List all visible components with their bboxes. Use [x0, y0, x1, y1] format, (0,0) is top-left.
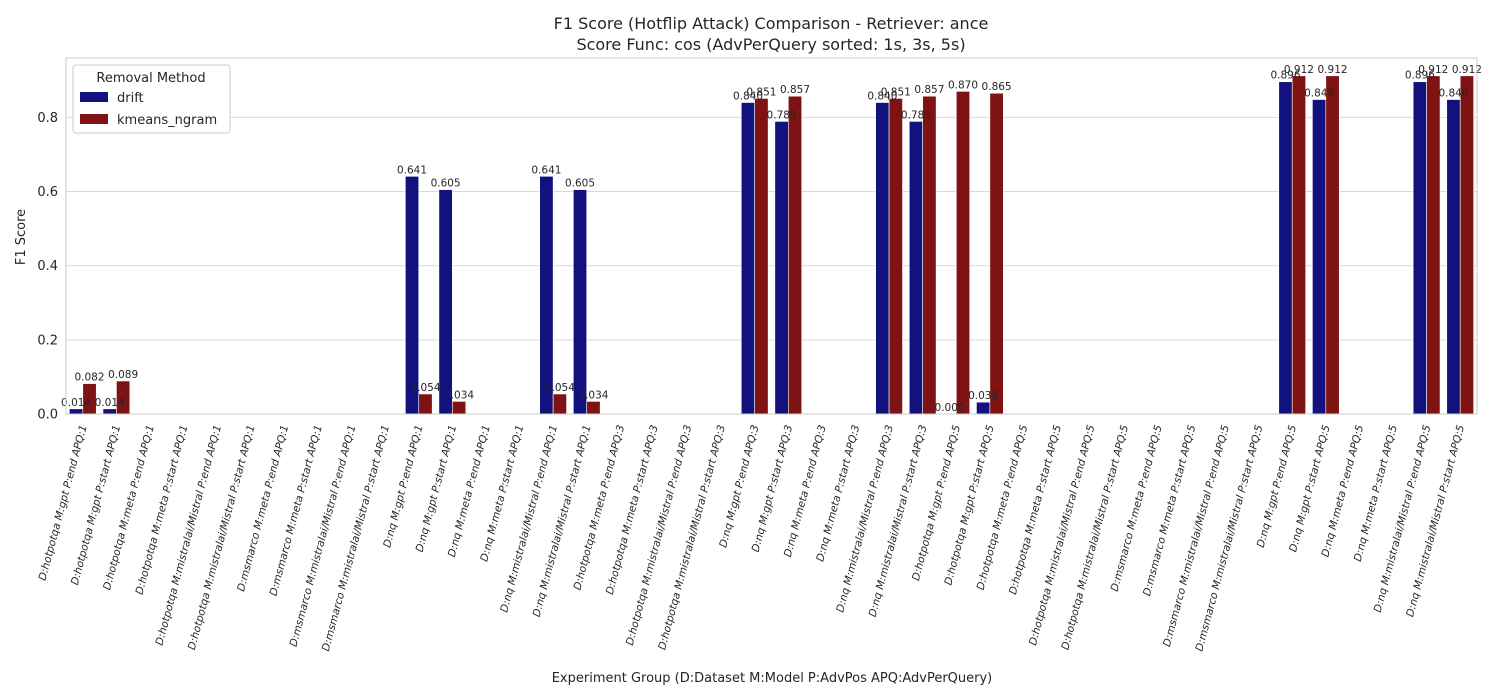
- bar-kmeans-ngram: [754, 98, 769, 415]
- x-axis-ticks: D:hotpotqa M:gpt P:end APQ:1D:hotpotqa M…: [37, 423, 1468, 652]
- data-label: 0.605: [431, 178, 461, 190]
- data-label: 0.896: [1405, 70, 1435, 82]
- bar-drift: [1446, 99, 1461, 415]
- bar-kmeans-ngram: [955, 91, 971, 415]
- data-label: 0.912: [1418, 64, 1448, 76]
- data-label: 0.912: [1284, 64, 1314, 76]
- bar-drift: [572, 189, 588, 415]
- bar-drift: [740, 102, 756, 415]
- chart-subtitle: Score Func: cos (AdvPerQuery sorted: 1s,…: [576, 35, 965, 54]
- data-label: 0.851: [746, 86, 776, 98]
- legend-title: Removal Method: [96, 71, 205, 86]
- x-axis-label: Experiment Group (D:Dataset M:Model P:Ad…: [552, 671, 993, 686]
- plot-frame: [65, 57, 1478, 415]
- data-label: 0.857: [914, 84, 944, 96]
- data-label: 0.851: [881, 86, 911, 98]
- data-label: 0.034: [578, 389, 608, 401]
- data-label: 0.032: [968, 390, 998, 402]
- data-label: 0.896: [1270, 70, 1300, 82]
- bar-drift: [539, 175, 554, 415]
- x-tick-label: D:msmarco M:mistralai/Mistral P:start AP…: [320, 424, 392, 653]
- data-label: 0.605: [565, 178, 595, 190]
- bar-kmeans-ngram: [922, 95, 937, 415]
- data-label: 0.641: [397, 164, 427, 176]
- bar-drift: [875, 102, 890, 415]
- bar-drift: [405, 175, 420, 415]
- data-label: 0.054: [410, 382, 440, 394]
- data-label: 0.840: [733, 91, 763, 103]
- legend-swatch-drift: [80, 92, 108, 102]
- bar-drift: [1278, 81, 1293, 415]
- x-tick-label: D:hotpotqa M:mistralai/Mistral P:start A…: [1059, 423, 1131, 651]
- bar-drift: [1412, 81, 1427, 415]
- x-tick-label: D:msmarco M:mistralai/Mistral P:start AP…: [1193, 423, 1265, 652]
- data-label: 0.054: [545, 382, 575, 394]
- bar-kmeans-ngram: [452, 401, 467, 415]
- bar-drift: [908, 121, 923, 415]
- x-tick-label: D:msmarco M:mistralai/Mistral P:end APQ:…: [288, 424, 359, 648]
- bar-drift: [976, 401, 991, 415]
- bar-kmeans-ngram: [586, 401, 601, 415]
- data-label: 0.789: [767, 109, 797, 121]
- bar-kmeans-ngram: [418, 393, 433, 415]
- y-tick-label: 0.8: [37, 111, 58, 126]
- bar-kmeans-ngram: [1325, 75, 1340, 415]
- x-tick-label: D:hotpotqa M:mistralai/Mistral P:start A…: [186, 424, 258, 652]
- bar-kmeans-ngram: [1426, 75, 1441, 415]
- data-label: 0.789: [901, 109, 931, 121]
- legend-swatch-kmeans-ngram: [80, 114, 108, 124]
- x-tick-label: D:hotpotqa M:mistralai/Mistral P:end APQ…: [154, 424, 225, 647]
- data-label: 0.034: [444, 389, 474, 401]
- legend-label-drift: drift: [117, 91, 144, 106]
- data-label: 0.870: [948, 79, 978, 91]
- y-tick-label: 0.0: [37, 408, 58, 423]
- data-label: 0.082: [74, 372, 104, 384]
- bar-drift: [438, 189, 453, 415]
- legend-label-kmeans-ngram: kmeans_ngram: [117, 113, 217, 128]
- x-tick-label: D:hotpotqa M:mistralai/Mistral P:start A…: [656, 424, 728, 652]
- data-label: 0.912: [1452, 64, 1482, 76]
- data-label: 0.000: [935, 402, 965, 414]
- chart-title: F1 Score (Hotflip Attack) Comparison - R…: [554, 14, 989, 33]
- y-tick-label: 0.6: [37, 185, 58, 200]
- data-labels: 0.014 0.082 0.014 0.089 0.641 0.054 0.605 0.034…: [61, 64, 1482, 414]
- y-tick-label: 0.2: [37, 333, 58, 348]
- y-tick-label: 0.4: [37, 259, 58, 274]
- gridlines: [66, 116, 1477, 415]
- bar-kmeans-ngram: [888, 98, 903, 415]
- data-label: 0.014: [95, 397, 125, 409]
- legend-box: [72, 64, 231, 134]
- bar-drift: [102, 408, 117, 415]
- data-label: 0.840: [867, 91, 897, 103]
- bar-drift: [774, 121, 789, 415]
- data-label: 0.848: [1438, 88, 1468, 100]
- bar-drift: [1312, 99, 1327, 415]
- y-axis-ticks: 0.0 0.2 0.4 0.6 0.8: [37, 111, 58, 423]
- legend: Removal Method drift kmeans_ngram: [72, 64, 231, 134]
- x-tick-label: D:hotpotqa M:mistralai/Mistral P:end APQ…: [1027, 423, 1098, 646]
- data-label: 0.848: [1304, 88, 1334, 100]
- bar-kmeans-ngram: [1291, 75, 1306, 415]
- data-label: 0.014: [61, 397, 91, 409]
- bar-kmeans-ngram: [552, 393, 567, 415]
- x-tick-label: D:msmarco M:mistralai/Mistral P:end APQ:…: [1161, 423, 1232, 648]
- data-label: 0.641: [531, 164, 561, 176]
- data-label: 0.089: [108, 369, 138, 381]
- bar-kmeans-ngram: [787, 95, 803, 415]
- bar-kmeans-ngram: [989, 92, 1004, 415]
- y-axis-label: F1 Score: [14, 209, 29, 265]
- data-label: 0.865: [982, 81, 1012, 93]
- bar-kmeans-ngram: [1459, 75, 1474, 415]
- x-tick-label: D:hotpotqa M:mistralai/Mistral P:end APQ…: [624, 424, 695, 647]
- bar-drift: [69, 408, 84, 415]
- data-label: 0.857: [780, 84, 810, 96]
- data-label: 0.912: [1318, 64, 1348, 76]
- bars: [69, 75, 1474, 415]
